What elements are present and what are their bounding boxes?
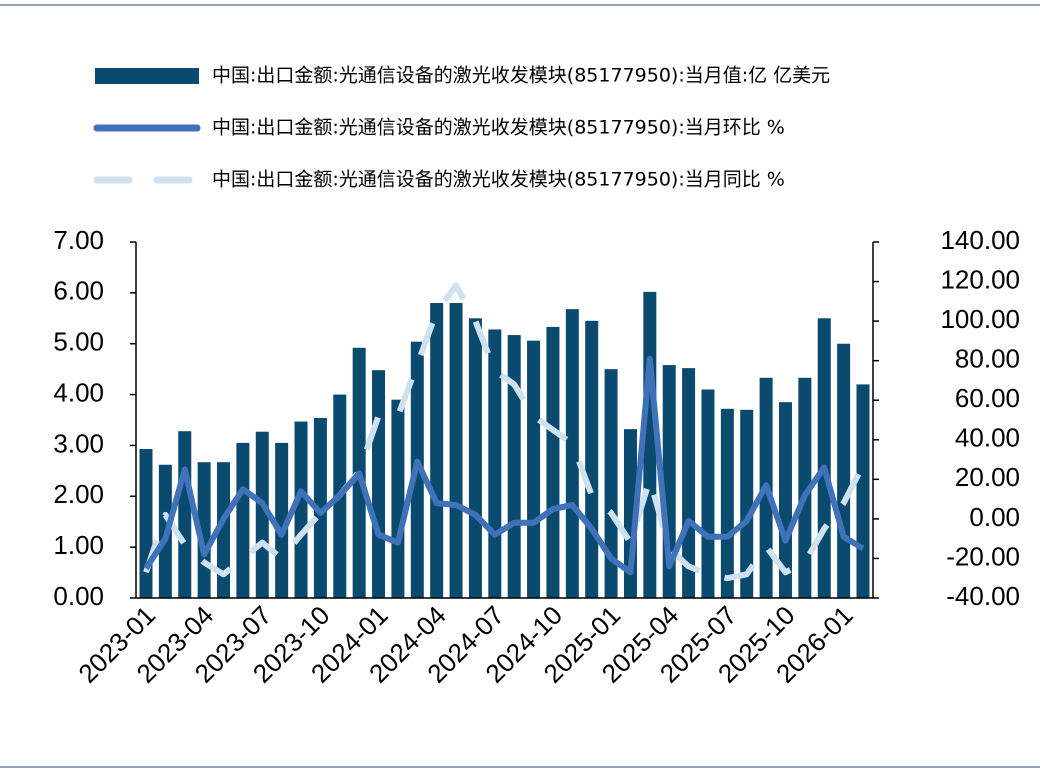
y2-tick-label: 60.00: [955, 383, 1020, 413]
y2-tick-label: 120.00: [940, 264, 1020, 294]
y2-tick-label: -40.00: [946, 581, 1020, 611]
bar: [701, 389, 715, 598]
line: [143, 355, 865, 576]
y2-tick-label: -20.00: [946, 541, 1020, 571]
bar: [837, 343, 851, 598]
bar: [178, 431, 192, 598]
bar: [468, 318, 482, 598]
bar: [740, 409, 754, 598]
y2-tick-label: 80.00: [955, 344, 1020, 374]
bar: [430, 303, 444, 598]
bar: [856, 384, 870, 598]
bar: [139, 448, 153, 598]
bar: [255, 431, 269, 598]
y-tick-label: 6.00: [53, 276, 104, 306]
y2-tick-label: 0.00: [969, 502, 1020, 532]
bar: [720, 408, 734, 598]
dashed-line: [143, 282, 866, 582]
bar: [313, 417, 327, 598]
legend-swatch: [95, 68, 199, 84]
bar: [372, 370, 386, 598]
bar: [643, 291, 657, 598]
bar: [817, 318, 831, 598]
legend-label: 中国:出口金额:光通信设备的激光收发模块(85177950):当月环比 %: [212, 117, 785, 139]
bar: [546, 326, 560, 598]
legend-label: 中国:出口金额:光通信设备的激光收发模块(85177950):当月同比 %: [212, 169, 785, 191]
y-tick-label: 1.00: [53, 530, 104, 560]
bar: [682, 368, 696, 598]
bar: [565, 309, 579, 598]
bar: [217, 462, 231, 598]
y-tick-label: 2.00: [53, 479, 104, 509]
bar: [488, 329, 502, 598]
y-tick-label: 0.00: [53, 581, 104, 611]
y2-tick-label: 100.00: [940, 304, 1020, 334]
legend-label: 中国:出口金额:光通信设备的激光收发模块(85177950):当月值:亿 亿美元: [212, 65, 830, 87]
bar: [507, 335, 521, 598]
bar: [236, 442, 250, 598]
bar: [449, 303, 463, 598]
bar: [275, 442, 289, 598]
bar: [294, 421, 308, 598]
bar: [585, 320, 599, 598]
y-tick-label: 3.00: [53, 428, 104, 458]
bar: [391, 399, 405, 598]
y2-tick-label: 20.00: [955, 462, 1020, 492]
bar: [604, 369, 618, 598]
y-tick-label: 4.00: [53, 377, 104, 407]
y-tick-label: 5.00: [53, 327, 104, 357]
bar: [778, 402, 792, 598]
y2-tick-label: 140.00: [940, 225, 1020, 255]
bar: [798, 377, 812, 598]
y2-tick-label: 40.00: [955, 423, 1020, 453]
bar: [527, 340, 541, 598]
y-tick-label: 7.00: [53, 225, 104, 255]
